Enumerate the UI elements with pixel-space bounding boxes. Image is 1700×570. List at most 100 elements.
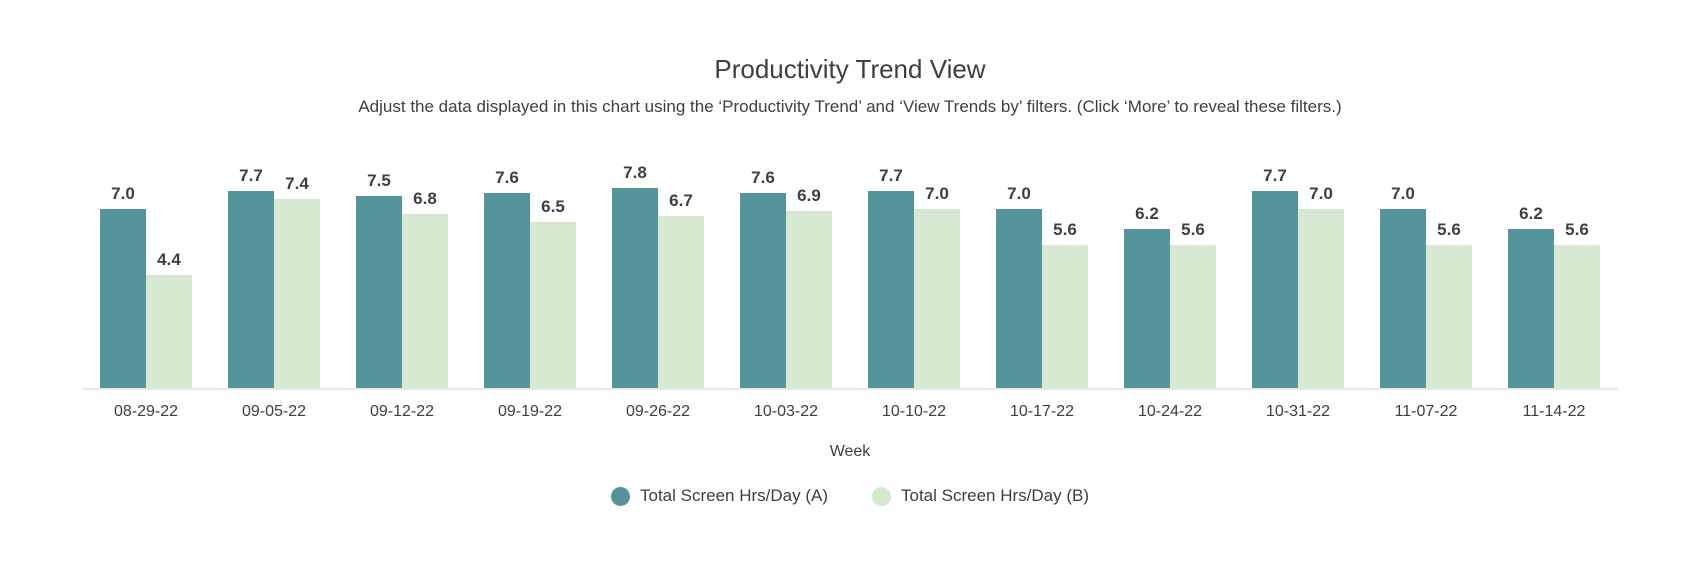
bar-series-b[interactable]	[1426, 244, 1472, 388]
bar-group: 7.7 7.4	[210, 130, 338, 388]
bar-column: 6.9	[786, 187, 832, 388]
bar-value-label: 5.6	[1181, 219, 1205, 239]
bar-value-label: 6.2	[1519, 204, 1543, 224]
bar-value-label: 7.7	[239, 165, 263, 185]
x-tick-label: 09-26-22	[625, 403, 691, 420]
bar-series-a[interactable]	[228, 190, 274, 388]
bar-group: 7.6 6.9	[722, 130, 850, 388]
bar-series-a[interactable]	[996, 208, 1042, 388]
bar-value-label: 7.0	[111, 183, 135, 203]
x-tick-label: 09-12-22	[369, 403, 435, 420]
bar-series-b[interactable]	[786, 211, 832, 388]
x-tick-label: 10-17-22	[1009, 403, 1075, 420]
bar-group: 7.7 7.0	[1234, 130, 1362, 388]
x-tick-label: 09-05-22	[241, 403, 307, 420]
x-tick-label: 11-07-22	[1394, 403, 1458, 420]
bar-value-label: 7.7	[879, 165, 903, 185]
bar-series-a[interactable]	[356, 196, 402, 388]
bar-series-b[interactable]	[1298, 208, 1344, 388]
bar-value-label: 6.8	[413, 188, 437, 208]
bar-series-b[interactable]	[402, 213, 448, 388]
bar-column: 7.5	[356, 172, 402, 388]
bar-group: 7.8 6.7	[594, 130, 722, 388]
bar-value-label: 5.6	[1053, 219, 1077, 239]
x-tick-label: 10-24-22	[1137, 403, 1203, 420]
bar-column: 5.6	[1170, 221, 1216, 388]
bar-column: 7.8	[612, 164, 658, 388]
x-tick-label: 10-03-22	[753, 403, 819, 420]
bar-series-a[interactable]	[100, 208, 146, 388]
chart-title: Productivity Trend View	[714, 54, 986, 84]
bar-value-label: 7.7	[1263, 165, 1287, 185]
bar-series-b[interactable]	[274, 198, 320, 388]
bar-column: 5.6	[1554, 221, 1600, 388]
legend-marker-icon	[872, 486, 891, 506]
bar-group: 7.7 7.0	[850, 130, 978, 388]
x-axis-title: Week	[829, 443, 871, 460]
bar-series-b[interactable]	[914, 208, 960, 388]
bar-series-b[interactable]	[146, 275, 192, 388]
bar-group: 7.0 4.4	[82, 130, 210, 388]
bar-value-label: 6.9	[797, 186, 821, 206]
bar-column: 7.6	[484, 169, 530, 388]
bar-value-label: 7.0	[1391, 183, 1415, 203]
legend: Total Screen Hrs/Day (A) Total Screen Hrs…	[0, 486, 1700, 506]
bar-column: 7.4	[274, 175, 320, 388]
bar-series-a[interactable]	[1508, 229, 1554, 388]
bar-column: 4.4	[146, 251, 192, 388]
bar-series-b[interactable]	[1170, 244, 1216, 388]
bar-series-b[interactable]	[658, 216, 704, 388]
bar-value-label: 7.5	[367, 171, 391, 190]
bar-value-label: 7.0	[1007, 183, 1031, 203]
bar-value-label: 7.4	[285, 173, 309, 193]
bar-series-b[interactable]	[1042, 244, 1088, 388]
bar-column: 7.7	[1252, 167, 1298, 388]
legend-label: Total Screen Hrs/Day (A)	[640, 486, 828, 505]
x-tick-label: 10-31-22	[1265, 403, 1331, 420]
bar-value-label: 7.0	[925, 183, 949, 203]
bar-series-a[interactable]	[484, 193, 530, 388]
bar-series-b[interactable]	[1554, 244, 1600, 388]
bar-value-label: 7.0	[1309, 183, 1333, 203]
bar-column: 5.6	[1042, 221, 1088, 388]
x-tick-label: 08-29-22	[113, 403, 179, 420]
bar-column: 6.2	[1508, 205, 1554, 388]
bar-group: 7.5 6.8	[338, 130, 466, 388]
bar-column: 7.7	[228, 167, 274, 388]
bar-value-label: 7.6	[751, 168, 775, 188]
x-tick-label: 11-14-22	[1522, 403, 1586, 420]
legend-item-b[interactable]: Total Screen Hrs/Day (B)	[872, 486, 1089, 506]
bar-group: 6.2 5.6	[1490, 130, 1618, 388]
bar-column: 7.0	[996, 185, 1042, 388]
bar-column: 7.0	[914, 185, 960, 388]
bar-series-b[interactable]	[530, 221, 576, 388]
bar-value-label: 6.2	[1135, 204, 1159, 224]
bar-column: 6.7	[658, 192, 704, 388]
bar-group: 7.0 5.6	[1362, 130, 1490, 388]
bar-value-label: 6.5	[541, 196, 565, 216]
bar-column: 7.0	[1380, 185, 1426, 388]
bar-column: 7.0	[100, 185, 146, 388]
bar-series-a[interactable]	[1124, 229, 1170, 388]
bar-series-a[interactable]	[612, 188, 658, 388]
bar-column: 6.2	[1124, 205, 1170, 388]
bar-value-label: 7.6	[495, 168, 519, 188]
chart-subtitle: Adjust the data displayed in this chart …	[358, 97, 1342, 116]
bar-value-label: 6.7	[669, 191, 693, 211]
bar-series-a[interactable]	[740, 193, 786, 388]
bar-series-a[interactable]	[868, 190, 914, 388]
bar-group: 7.0 5.6	[978, 130, 1106, 388]
legend-item-a[interactable]: Total Screen Hrs/Day (A)	[611, 486, 828, 506]
bar-column: 7.0	[1298, 185, 1344, 388]
legend-label: Total Screen Hrs/Day (B)	[901, 486, 1089, 505]
bar-column: 6.8	[402, 190, 448, 388]
bar-column: 5.6	[1426, 221, 1472, 388]
bar-value-label: 5.6	[1565, 219, 1589, 239]
bar-series-a[interactable]	[1380, 208, 1426, 388]
x-tick-label: 10-10-22	[881, 403, 947, 420]
bar-group: 6.2 5.6	[1106, 130, 1234, 388]
x-axis-ticks: 08-29-22 09-05-22 09-12-22 09-19-22 09-26-22…	[82, 403, 1618, 421]
bar-series-a[interactable]	[1252, 190, 1298, 388]
bar-column: 6.5	[530, 198, 576, 388]
